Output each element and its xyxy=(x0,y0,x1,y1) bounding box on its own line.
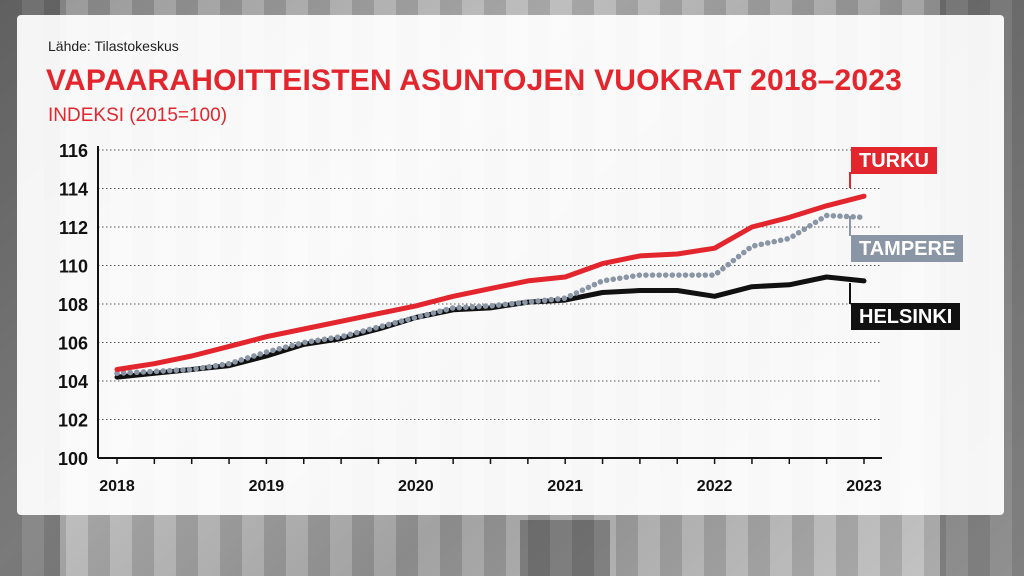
y-tick-label: 106 xyxy=(58,334,88,354)
y-tick-label: 116 xyxy=(59,141,88,161)
y-tick-label: 112 xyxy=(59,218,88,238)
y-tick-label: 104 xyxy=(58,372,88,392)
y-tick-label: 114 xyxy=(59,180,88,200)
x-tick-label: 2019 xyxy=(249,478,285,495)
x-tick-label: 2021 xyxy=(547,478,583,495)
x-tick-label: 2020 xyxy=(398,478,434,495)
background-window xyxy=(520,520,610,576)
y-tick-label: 110 xyxy=(59,257,88,277)
chart-subtitle: INDEKSI (2015=100) xyxy=(48,105,228,126)
chart-title: VAPAARAHOITTEISTEN ASUNTOJEN VUOKRAT 201… xyxy=(46,64,903,97)
x-tick-label: 2022 xyxy=(697,478,733,495)
series-line-tampere xyxy=(114,212,867,377)
series-line-turku xyxy=(114,193,867,372)
x-tick-label: 2018 xyxy=(99,478,135,495)
series-label-turku: TURKU xyxy=(851,147,937,174)
x-tick-label: 2023 xyxy=(846,478,882,495)
series-label-helsinki: HELSINKI xyxy=(851,303,961,330)
source-label: Lähde: Tilastokeskus xyxy=(48,38,179,54)
series-label-tampere: TAMPERE xyxy=(851,235,964,262)
y-tick-label: 108 xyxy=(58,295,88,315)
y-tick-label: 102 xyxy=(58,411,88,431)
y-tick-label: 100 xyxy=(58,449,88,469)
